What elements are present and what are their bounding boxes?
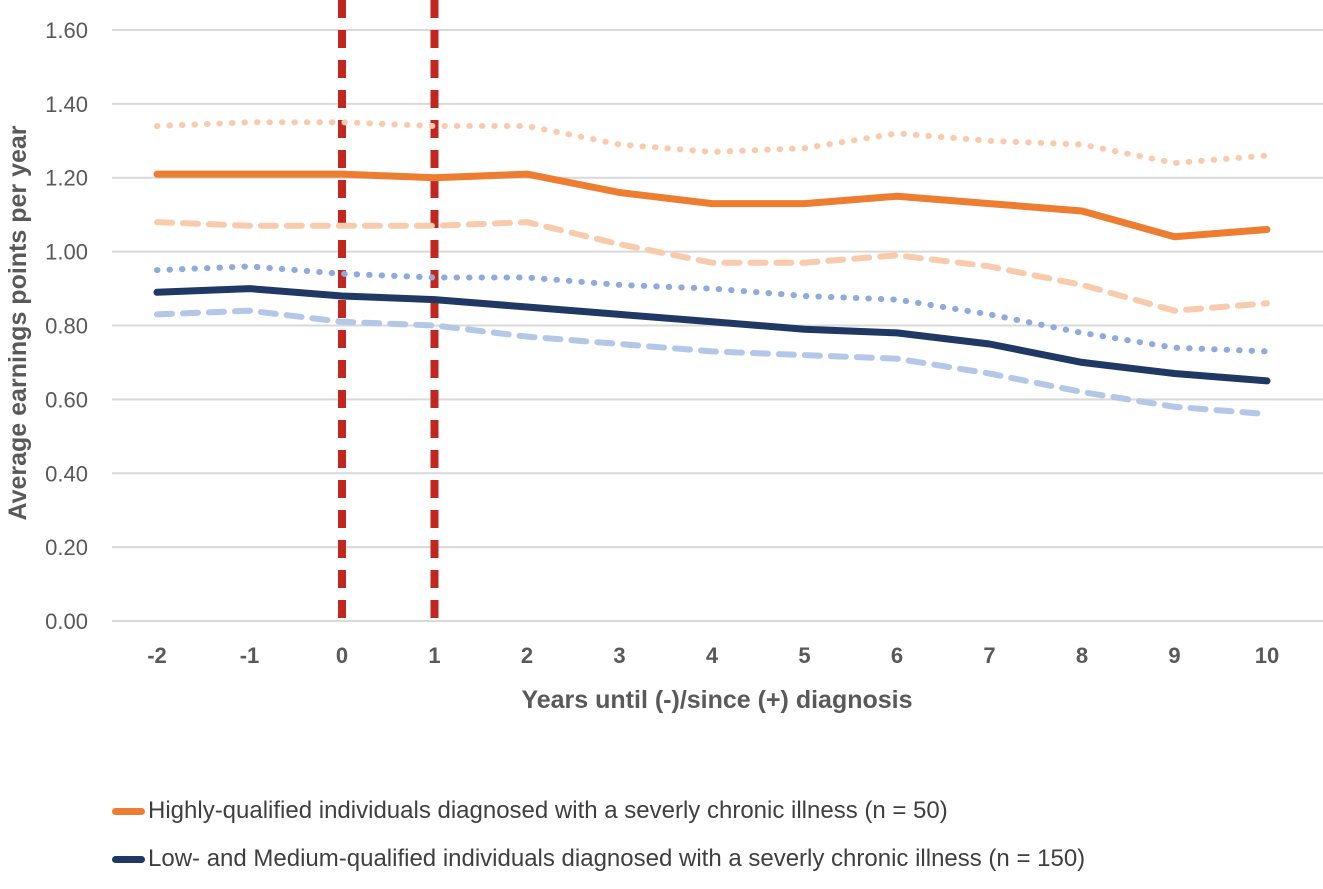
x-tick-label: 0 xyxy=(336,643,348,668)
series-line-low-medium-qualified-upper-band xyxy=(154,263,1270,355)
y-tick-label: 0.00 xyxy=(45,609,88,634)
legend-label: Low- and Medium-qualified individuals di… xyxy=(148,845,1086,872)
x-tick-label: 1 xyxy=(428,643,440,668)
x-tick-label: 5 xyxy=(798,643,810,668)
series-line-highly-qualified-mean xyxy=(153,170,1271,241)
x-tick-label: 7 xyxy=(983,643,995,668)
legend-item-highly-qualified: Highly-qualified individuals diagnosed w… xyxy=(112,796,1312,826)
x-axis-title: Years until (-)/since (+) diagnosis xyxy=(521,686,912,714)
line-chart: 0.000.200.400.600.801.001.201.401.60 -2-… xyxy=(4,0,1323,714)
y-tick-label: 0.40 xyxy=(45,461,88,486)
y-axis-tick-labels: 0.00 0.20 0.40 0.60 0.80 1.00 1.20 1.40 1.60 xyxy=(45,18,88,634)
x-tick-label: 4 xyxy=(706,643,719,668)
legend-swatch-orange xyxy=(112,807,145,815)
legend: Highly-qualified individuals diagnosed w… xyxy=(112,796,1312,889)
x-tick-label: -2 xyxy=(147,643,167,668)
x-tick-label: -1 xyxy=(240,643,260,668)
y-tick-label: 1.40 xyxy=(45,92,88,117)
x-tick-label: 10 xyxy=(1255,643,1279,668)
x-tick-label: 6 xyxy=(891,643,903,668)
legend-label: Highly-qualified individuals diagnosed w… xyxy=(148,797,948,824)
y-tick-label: 0.20 xyxy=(45,535,88,560)
y-tick-label: 1.00 xyxy=(45,240,88,265)
x-tick-label: 2 xyxy=(521,643,533,668)
series-lines xyxy=(153,119,1271,418)
y-tick-label: 1.20 xyxy=(45,166,88,191)
y-tick-label: 1.60 xyxy=(45,18,88,43)
y-axis-title: Average earnings points per year xyxy=(4,125,32,520)
x-tick-label: 9 xyxy=(1168,643,1180,668)
series-line-low-medium-qualified-lower-band xyxy=(154,307,1270,418)
series-line-highly-qualified-lower-band xyxy=(154,219,1270,314)
x-tick-label: 3 xyxy=(613,643,625,668)
x-tick-label: 8 xyxy=(1076,643,1088,668)
series-line-low-medium-qualified-mean xyxy=(153,285,1271,385)
legend-swatch-navy xyxy=(112,855,145,863)
legend-item-low-medium-qualified: Low- and Medium-qualified individuals di… xyxy=(112,844,1312,874)
series-line-highly-qualified-upper-band xyxy=(154,119,1270,166)
x-axis-tick-labels: -2 -1 0 1 2 3 4 5 6 7 8 9 10 xyxy=(147,643,1279,668)
diagnosis-marker-lines xyxy=(338,0,439,621)
y-tick-label: 0.60 xyxy=(45,387,88,412)
y-tick-label: 0.80 xyxy=(45,314,88,339)
